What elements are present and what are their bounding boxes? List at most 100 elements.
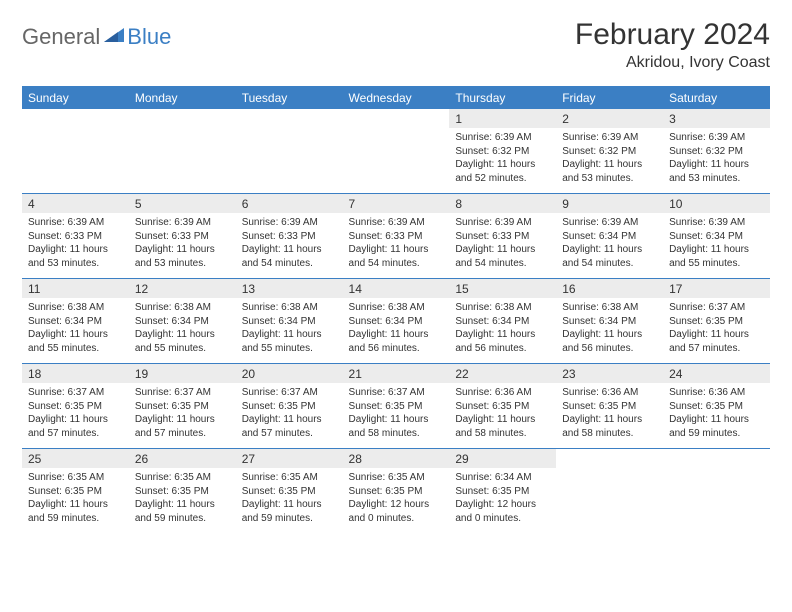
sunset-text: Sunset: 6:35 PM [135,485,230,499]
day-info-cell: Sunrise: 6:39 AMSunset: 6:32 PMDaylight:… [663,128,770,194]
sunrise-text: Sunrise: 6:39 AM [562,131,657,145]
day-number-cell: 22 [449,364,556,383]
day-number-cell: 21 [343,364,450,383]
sunrise-text: Sunrise: 6:38 AM [28,301,123,315]
daylight-text: Daylight: 11 hours and 57 minutes. [669,328,764,355]
daylight-text: Daylight: 12 hours and 0 minutes. [349,498,444,525]
sunset-text: Sunset: 6:35 PM [669,400,764,414]
sunrise-text: Sunrise: 6:39 AM [135,216,230,230]
sunrise-text: Sunrise: 6:38 AM [455,301,550,315]
sunset-text: Sunset: 6:34 PM [349,315,444,329]
sunset-text: Sunset: 6:34 PM [135,315,230,329]
day-number: 16 [562,282,575,296]
day-number: 21 [349,367,362,381]
daylight-text: Daylight: 11 hours and 55 minutes. [669,243,764,270]
day-info-cell: Sunrise: 6:36 AMSunset: 6:35 PMDaylight:… [449,383,556,449]
sunrise-text: Sunrise: 6:37 AM [135,386,230,400]
day-number: 15 [455,282,468,296]
day-number-cell [343,109,450,128]
day-info-row: Sunrise: 6:39 AMSunset: 6:32 PMDaylight:… [22,128,770,194]
sunrise-text: Sunrise: 6:39 AM [455,216,550,230]
sunrise-text: Sunrise: 6:38 AM [349,301,444,315]
sunrise-text: Sunrise: 6:36 AM [669,386,764,400]
day-number-row: 11121314151617 [22,279,770,298]
day-number-row: 45678910 [22,194,770,213]
brand-part2: Blue [127,24,171,50]
day-info-cell [343,128,450,194]
day-number: 18 [28,367,41,381]
day-info-cell: Sunrise: 6:38 AMSunset: 6:34 PMDaylight:… [556,298,663,364]
day-info-cell: Sunrise: 6:39 AMSunset: 6:34 PMDaylight:… [663,213,770,279]
month-title: February 2024 [575,18,770,52]
day-number-row: 18192021222324 [22,364,770,383]
sunrise-text: Sunrise: 6:37 AM [28,386,123,400]
sunrise-text: Sunrise: 6:39 AM [669,216,764,230]
sunset-text: Sunset: 6:33 PM [28,230,123,244]
sunset-text: Sunset: 6:35 PM [349,485,444,499]
sunrise-text: Sunrise: 6:36 AM [455,386,550,400]
sunrise-text: Sunrise: 6:38 AM [242,301,337,315]
day-number-cell: 3 [663,109,770,128]
day-info-cell: Sunrise: 6:37 AMSunset: 6:35 PMDaylight:… [22,383,129,449]
sunset-text: Sunset: 6:35 PM [242,485,337,499]
daylight-text: Daylight: 11 hours and 54 minutes. [349,243,444,270]
sunrise-text: Sunrise: 6:35 AM [242,471,337,485]
daylight-text: Daylight: 11 hours and 55 minutes. [135,328,230,355]
day-number-cell [129,109,236,128]
day-info-cell: Sunrise: 6:35 AMSunset: 6:35 PMDaylight:… [129,468,236,533]
location: Akridou, Ivory Coast [575,54,770,72]
header: General Blue February 2024 Akridou, Ivor… [22,18,770,72]
day-number-cell: 24 [663,364,770,383]
day-header: Thursday [449,87,556,110]
sunset-text: Sunset: 6:33 PM [242,230,337,244]
day-number: 9 [562,197,569,211]
day-header: Monday [129,87,236,110]
daylight-text: Daylight: 11 hours and 53 minutes. [669,158,764,185]
day-header: Tuesday [236,87,343,110]
day-number-cell: 5 [129,194,236,213]
day-info-cell: Sunrise: 6:35 AMSunset: 6:35 PMDaylight:… [343,468,450,533]
day-info-cell: Sunrise: 6:35 AMSunset: 6:35 PMDaylight:… [236,468,343,533]
daylight-text: Daylight: 11 hours and 58 minutes. [455,413,550,440]
day-number-cell [556,449,663,468]
sunset-text: Sunset: 6:35 PM [455,400,550,414]
daylight-text: Daylight: 11 hours and 54 minutes. [455,243,550,270]
daylight-text: Daylight: 11 hours and 59 minutes. [669,413,764,440]
day-number-cell: 10 [663,194,770,213]
daylight-text: Daylight: 11 hours and 57 minutes. [242,413,337,440]
day-header: Saturday [663,87,770,110]
day-header: Wednesday [343,87,450,110]
sunrise-text: Sunrise: 6:35 AM [135,471,230,485]
day-number: 20 [242,367,255,381]
day-number-cell [663,449,770,468]
daylight-text: Daylight: 11 hours and 56 minutes. [562,328,657,355]
daylight-text: Daylight: 11 hours and 52 minutes. [455,158,550,185]
day-info-cell: Sunrise: 6:39 AMSunset: 6:33 PMDaylight:… [22,213,129,279]
day-number: 29 [455,452,468,466]
day-header-row: Sunday Monday Tuesday Wednesday Thursday… [22,87,770,110]
sunset-text: Sunset: 6:34 PM [562,315,657,329]
day-number: 3 [669,112,676,126]
day-info-cell: Sunrise: 6:37 AMSunset: 6:35 PMDaylight:… [343,383,450,449]
daylight-text: Daylight: 11 hours and 57 minutes. [28,413,123,440]
day-info-cell: Sunrise: 6:39 AMSunset: 6:33 PMDaylight:… [449,213,556,279]
day-number: 6 [242,197,249,211]
day-number: 23 [562,367,575,381]
daylight-text: Daylight: 11 hours and 58 minutes. [349,413,444,440]
day-number-cell: 29 [449,449,556,468]
day-number-cell: 18 [22,364,129,383]
daylight-text: Daylight: 11 hours and 53 minutes. [562,158,657,185]
sunset-text: Sunset: 6:35 PM [455,485,550,499]
day-info-cell: Sunrise: 6:38 AMSunset: 6:34 PMDaylight:… [22,298,129,364]
sunset-text: Sunset: 6:34 PM [28,315,123,329]
day-info-row: Sunrise: 6:35 AMSunset: 6:35 PMDaylight:… [22,468,770,533]
day-number: 2 [562,112,569,126]
day-number-cell: 15 [449,279,556,298]
day-info-cell: Sunrise: 6:35 AMSunset: 6:35 PMDaylight:… [22,468,129,533]
sunset-text: Sunset: 6:34 PM [669,230,764,244]
day-number: 28 [349,452,362,466]
day-number: 27 [242,452,255,466]
sunrise-text: Sunrise: 6:36 AM [562,386,657,400]
day-info-cell: Sunrise: 6:39 AMSunset: 6:33 PMDaylight:… [343,213,450,279]
sunset-text: Sunset: 6:35 PM [349,400,444,414]
